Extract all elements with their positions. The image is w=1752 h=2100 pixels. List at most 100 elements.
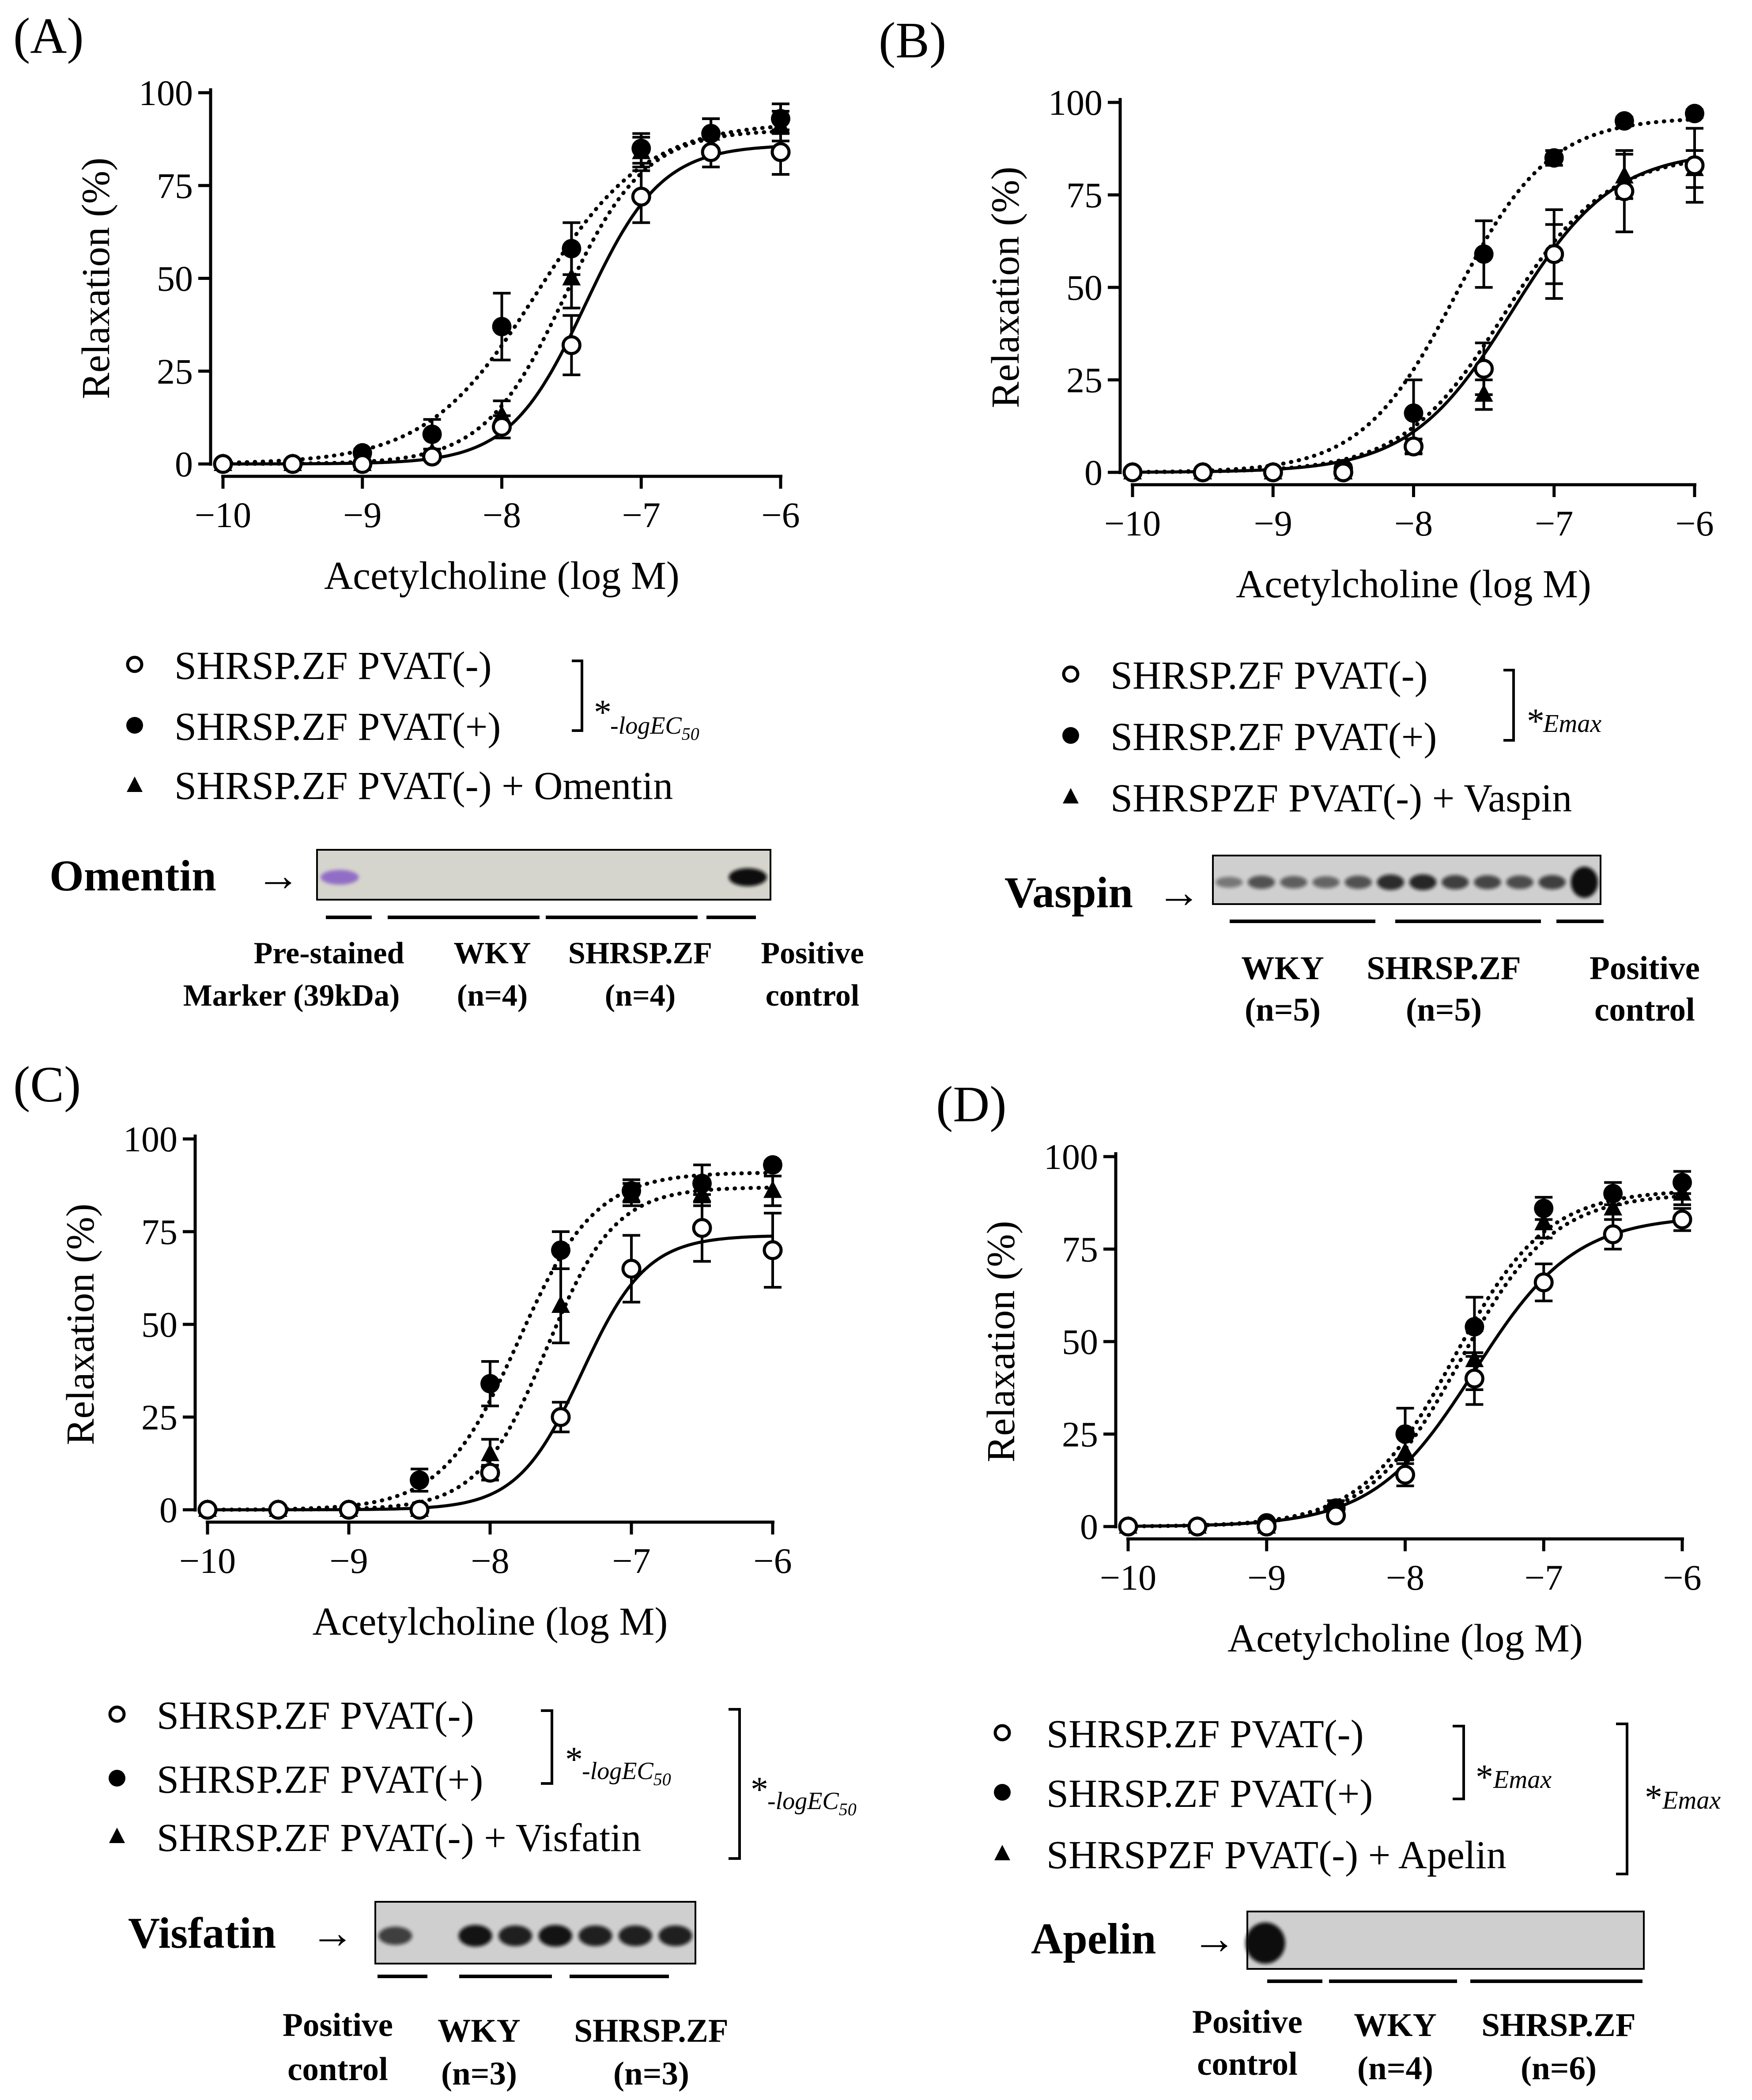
data-point	[763, 1155, 782, 1175]
x-tick-label: −7	[622, 495, 661, 535]
legend-marker-open-circle	[993, 1724, 1011, 1742]
data-point	[1395, 1424, 1415, 1444]
y-tick-label: 0	[175, 444, 193, 484]
data-point	[1615, 166, 1634, 184]
y-tick-label: 25	[141, 1397, 177, 1437]
data-point	[1118, 1516, 1138, 1537]
legend-item: SHRSP.ZF PVAT(-)	[157, 1694, 474, 1738]
data-point	[561, 335, 581, 355]
lane-label: (n=5)	[1406, 992, 1482, 1028]
legend-marker-open-circle	[108, 1705, 126, 1723]
data-point	[1193, 462, 1213, 483]
x-tick-label: −7	[1525, 1557, 1563, 1598]
data-point	[1534, 1199, 1554, 1218]
blot-band	[498, 1925, 532, 1946]
significance-subscript: Emax	[1662, 1786, 1721, 1814]
data-point	[1544, 148, 1564, 168]
significance-star: *	[1645, 1778, 1662, 1817]
y-tick-label: 50	[1066, 268, 1103, 308]
data-point	[701, 124, 721, 143]
blot-label: Omentin	[49, 851, 216, 900]
blot-band	[1474, 875, 1501, 890]
blot-band	[658, 1925, 692, 1946]
significance-star: *	[594, 693, 612, 732]
x-tick-label: −10	[1100, 1557, 1156, 1598]
legend-item: SHRSP.ZF PVAT(+)	[157, 1758, 483, 1802]
x-axis-title: Acetylcholine (log M)	[324, 554, 680, 598]
data-point	[763, 1180, 782, 1198]
significance-subscript: -logEC50	[582, 1757, 671, 1789]
significance-bracket	[1453, 1725, 1465, 1800]
lane-label: (n=3)	[441, 2055, 517, 2092]
western-blot: Visfatin → Positive control WKY (n=3) SH…	[128, 1901, 729, 2092]
blot-band	[1245, 1922, 1285, 1964]
data-point	[409, 1500, 430, 1520]
data-point	[283, 454, 303, 474]
lane-label: WKY	[454, 936, 531, 970]
lane-label: control	[766, 979, 860, 1013]
lane-label: (n=3)	[613, 2055, 689, 2092]
data-point	[551, 1240, 570, 1260]
data-point	[763, 1240, 783, 1260]
significance-subscript: -logEC50	[610, 712, 699, 744]
data-point	[631, 186, 651, 207]
legend-marker-open-circle	[126, 656, 143, 673]
x-tick-label: −7	[1535, 503, 1573, 543]
data-point	[1187, 1516, 1208, 1537]
significance-bracket	[572, 660, 583, 732]
data-point	[1122, 462, 1143, 483]
fit-curve	[1130, 117, 1697, 474]
blot-band	[578, 1925, 612, 1946]
blot-band	[1506, 875, 1533, 889]
legend: SHRSP.ZF PVAT(-) SHRSP.ZF PVAT(+) SHRSPZ…	[1062, 654, 1601, 820]
data-point	[692, 1173, 712, 1193]
legend-item: SHRSPZF PVAT(-) + Vaspin	[1110, 777, 1572, 820]
data-point	[1257, 1516, 1277, 1537]
legend-item: SHRSPZF PVAT(-) + Apelin	[1046, 1833, 1507, 1877]
data-point	[339, 1500, 359, 1520]
blot-band	[1571, 867, 1598, 898]
significance-star: *	[565, 1740, 583, 1779]
data-point	[1685, 104, 1704, 124]
x-tick-label: −8	[483, 495, 521, 535]
y-tick-label: 0	[159, 1490, 177, 1530]
data-point	[1614, 111, 1634, 131]
legend-marker-filled-triangle	[109, 1828, 125, 1843]
panel-label: (C)	[13, 1056, 81, 1112]
panel-d: (D) 0 25 50 75 100 −10 −9 −8 −7 −6 Acetylcholine (…	[936, 1076, 1721, 2087]
y-tick-label: 0	[1080, 1507, 1098, 1547]
data-point	[1673, 1173, 1692, 1192]
significance-star: *	[1527, 702, 1544, 741]
legend-item: SHRSP.ZF PVAT(-)	[174, 644, 492, 688]
data-point	[1672, 1209, 1692, 1229]
blot-band	[378, 1927, 412, 1945]
y-tick-label: 0	[1084, 452, 1103, 493]
data-point	[1395, 1465, 1415, 1485]
data-point	[701, 142, 721, 162]
data-point	[492, 417, 512, 437]
lane-label: SHRSP.ZF	[1481, 2007, 1635, 2043]
significance-star: *	[751, 1770, 768, 1809]
significance-bracket	[1503, 669, 1515, 742]
lane-label: control	[1197, 2046, 1298, 2082]
x-tick-label: −8	[1386, 1557, 1424, 1598]
blot-band	[1538, 875, 1566, 890]
fit-curve	[205, 1185, 775, 1512]
data-point	[422, 446, 442, 467]
panel-label: (A)	[13, 8, 84, 64]
data-point	[197, 1500, 218, 1520]
blot-image	[316, 849, 771, 901]
x-tick-label: −9	[329, 1541, 368, 1581]
data-point	[1326, 1505, 1346, 1526]
lane-label: Pre-stained	[254, 936, 404, 970]
data-point	[1533, 1272, 1554, 1293]
legend-marker-filled-circle	[126, 717, 143, 734]
blot-label: Apelin	[1031, 1914, 1156, 1963]
lane-label: control	[287, 2051, 388, 2088]
blot-label: Vaspin	[1004, 868, 1133, 917]
data-point	[492, 317, 512, 336]
blot-arrow-icon: →	[256, 851, 300, 900]
data-point	[481, 1444, 499, 1461]
y-tick-label: 25	[157, 351, 193, 392]
x-tick-label: −9	[1254, 503, 1292, 543]
